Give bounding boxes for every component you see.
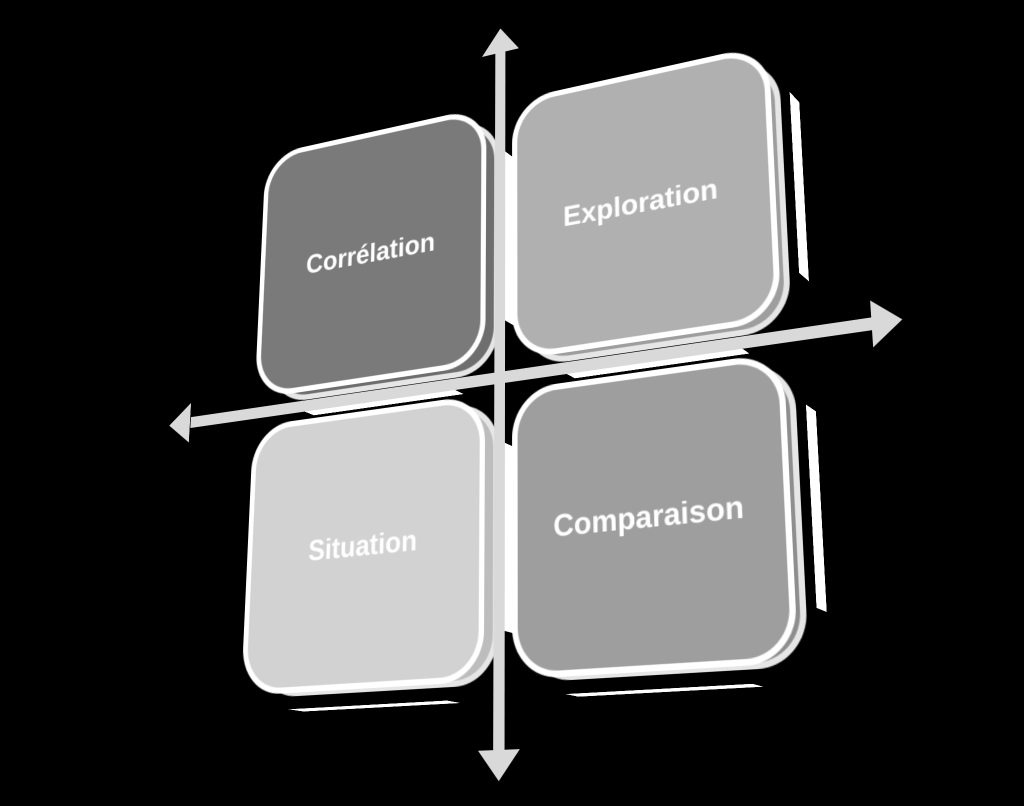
quadrant-label-situation: Situation — [308, 524, 418, 569]
quadrant-label-exploration: Exploration — [563, 173, 719, 234]
axis-vertical — [493, 46, 505, 752]
arrow-down-icon — [478, 749, 520, 782]
quadrant-situation: Situation — [257, 400, 499, 698]
arrow-right-icon — [870, 296, 904, 348]
quadrant-exploration: Exploration — [525, 55, 793, 368]
quadrant-correlation: Corrélation — [270, 116, 500, 405]
quadrant-label-comparaison: Comparaison — [553, 489, 745, 545]
quadrant-label-correlation: Corrélation — [306, 226, 436, 281]
arrow-left-icon — [168, 403, 191, 445]
arrow-up-icon — [482, 24, 519, 57]
quadrant-comparaison: Comparaison — [525, 359, 809, 682]
diagram-stage: Corrélation Exploration Situation — [0, 0, 1024, 768]
